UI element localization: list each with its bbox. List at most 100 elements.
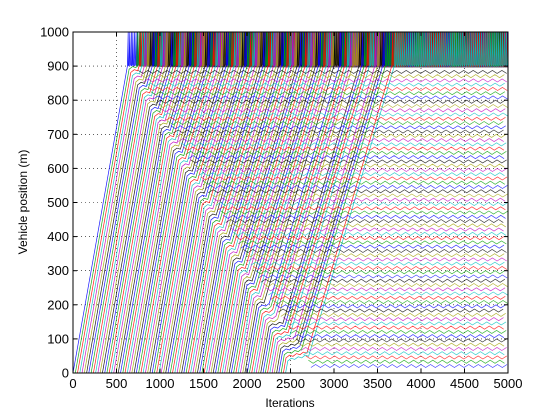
wave-line bbox=[243, 248, 507, 253]
wave-line bbox=[293, 334, 505, 339]
wave-line bbox=[160, 108, 506, 113]
wave-line bbox=[295, 338, 507, 343]
wave-line bbox=[253, 265, 508, 270]
wave-line bbox=[245, 253, 505, 258]
x-tick-label: 3000 bbox=[320, 376, 349, 391]
wave-line bbox=[290, 329, 507, 334]
wave-line bbox=[258, 274, 508, 279]
wave-line bbox=[303, 351, 505, 356]
x-tick-label: 500 bbox=[106, 376, 128, 391]
wave-line bbox=[275, 304, 506, 309]
wave-line bbox=[230, 227, 504, 232]
wave-line bbox=[285, 321, 507, 326]
x-axis-ticks: 0 500 1000 1500 2000 2500 3000 3500 4000 4500 5000 bbox=[69, 32, 522, 391]
wave-line bbox=[298, 342, 505, 347]
wave-line bbox=[218, 206, 506, 211]
plot-area bbox=[73, 32, 508, 373]
x-tick-label: 1000 bbox=[146, 376, 175, 391]
y-tick-label: 800 bbox=[47, 93, 69, 108]
wave-line bbox=[140, 74, 505, 79]
x-tick-label: 2000 bbox=[233, 376, 262, 391]
wave-line bbox=[210, 193, 508, 198]
wave-line bbox=[195, 167, 507, 172]
wave-line bbox=[220, 210, 508, 215]
vehicle-trajectories bbox=[73, 32, 508, 373]
y-axis-title: Vehicle position (m) bbox=[16, 150, 30, 255]
wave-line bbox=[138, 69, 507, 74]
wave-line bbox=[143, 78, 508, 83]
wave-line bbox=[263, 283, 508, 288]
wave-line bbox=[233, 231, 507, 236]
wave-line bbox=[240, 244, 505, 249]
x-tick-label: 5000 bbox=[494, 376, 523, 391]
wave-line bbox=[270, 295, 506, 300]
wave-line bbox=[308, 359, 505, 364]
wave-line bbox=[310, 364, 508, 368]
wave-line bbox=[150, 91, 506, 96]
wave-line bbox=[280, 312, 506, 317]
wave-line bbox=[278, 308, 504, 313]
wave-line bbox=[273, 300, 508, 305]
wave-line bbox=[188, 155, 505, 160]
wave-line bbox=[248, 257, 507, 262]
wave-line bbox=[193, 163, 505, 168]
wave-line bbox=[288, 325, 504, 330]
y-tick-label: 500 bbox=[47, 195, 69, 210]
y-tick-label: 400 bbox=[47, 229, 69, 244]
wave-line bbox=[203, 180, 505, 185]
wave-line bbox=[255, 270, 505, 275]
wave-line bbox=[300, 346, 507, 351]
wave-line bbox=[165, 116, 506, 121]
wave-line bbox=[200, 176, 508, 181]
wave-line bbox=[163, 112, 508, 117]
x-tick-label: 4500 bbox=[450, 376, 479, 391]
wave-line bbox=[153, 95, 508, 100]
wave-line bbox=[225, 219, 504, 224]
wave-line bbox=[260, 278, 506, 283]
wave-line bbox=[268, 291, 508, 296]
y-tick-label: 100 bbox=[47, 331, 69, 346]
x-tick-label: 1500 bbox=[189, 376, 218, 391]
y-axis-ticks: 0 100 200 300 400 500 600 700 800 900 1000 bbox=[40, 25, 508, 381]
y-tick-label: 0 bbox=[62, 366, 69, 381]
wave-line bbox=[305, 355, 507, 360]
x-tick-label: 3500 bbox=[363, 376, 392, 391]
y-tick-label: 200 bbox=[47, 297, 69, 312]
wave-line bbox=[168, 121, 504, 126]
y-tick-label: 600 bbox=[47, 161, 69, 176]
wave-line bbox=[145, 82, 505, 87]
wave-line bbox=[235, 236, 504, 241]
x-tick-label: 4000 bbox=[407, 376, 436, 391]
wave-line bbox=[183, 146, 505, 151]
wave-line bbox=[148, 86, 508, 91]
wave-line bbox=[198, 172, 505, 177]
x-tick-label: 2500 bbox=[276, 376, 305, 391]
wave-line bbox=[185, 150, 507, 155]
wave-line bbox=[223, 214, 506, 219]
wave-line bbox=[180, 142, 507, 147]
y-tick-label: 700 bbox=[47, 127, 69, 142]
wave-line bbox=[250, 261, 505, 266]
wave-line bbox=[173, 129, 504, 134]
y-tick-label: 900 bbox=[47, 59, 69, 74]
x-axis-title: Iterations bbox=[265, 396, 314, 410]
wave-line bbox=[170, 125, 506, 130]
wave-line bbox=[283, 317, 504, 322]
wave-line bbox=[208, 189, 506, 194]
y-tick-label: 300 bbox=[47, 263, 69, 278]
wave-line bbox=[205, 184, 508, 189]
wave-line bbox=[265, 287, 506, 292]
wave-line bbox=[213, 197, 506, 202]
wave-line bbox=[238, 240, 507, 245]
vehicle-trajectory-line bbox=[285, 32, 508, 373]
wave-line bbox=[228, 223, 506, 228]
wave-line bbox=[215, 202, 508, 207]
wave-line bbox=[178, 138, 504, 143]
y-tick-label: 1000 bbox=[40, 25, 69, 40]
wave-line bbox=[175, 133, 507, 138]
x-tick-label: 0 bbox=[69, 376, 76, 391]
wave-line bbox=[190, 159, 507, 164]
wave-line bbox=[158, 104, 508, 108]
wave-line bbox=[155, 99, 506, 104]
